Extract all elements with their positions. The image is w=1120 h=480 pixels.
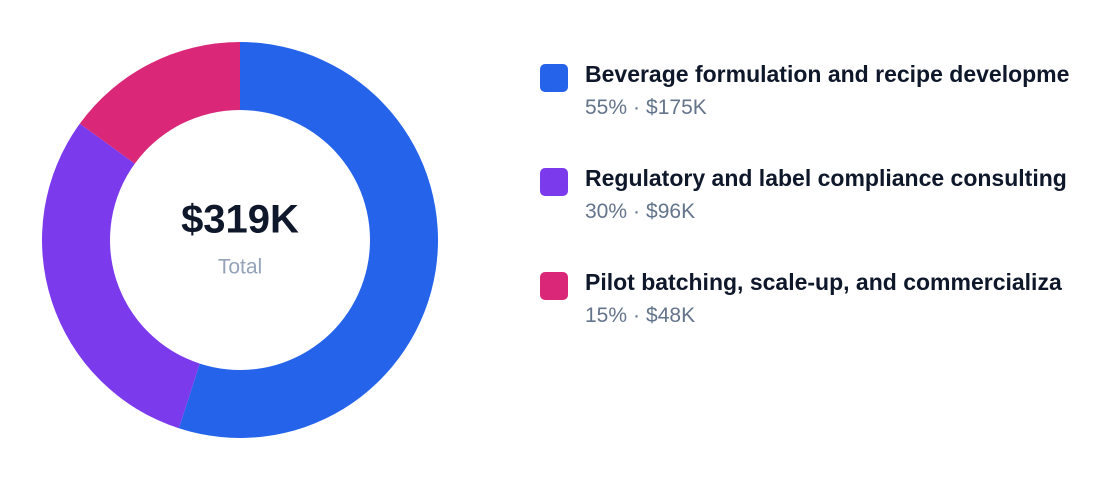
legend-amount: $175K: [646, 96, 707, 119]
legend-detail: 30% · $96K: [585, 200, 695, 223]
legend-percent: 30%: [585, 200, 627, 223]
legend-separator: ·: [633, 200, 640, 223]
legend-swatch: [540, 64, 568, 92]
legend-swatch: [540, 272, 568, 300]
legend-swatch: [540, 168, 568, 196]
donut-slice: [41, 123, 200, 429]
legend-percent: 15%: [585, 304, 627, 327]
donut-slice: [79, 42, 240, 164]
legend-percent: 55%: [585, 96, 627, 119]
legend-detail: 55% · $175K: [585, 96, 707, 119]
legend-detail: 15% · $48K: [585, 304, 695, 327]
legend-amount: $96K: [646, 200, 695, 223]
donut-slice: [178, 42, 439, 439]
legend-separator: ·: [633, 96, 640, 119]
legend-amount: $48K: [646, 304, 695, 327]
legend-separator: ·: [633, 304, 640, 327]
total-caption: Total: [218, 256, 262, 279]
legend-label: Pilot batching, scale-up, and commercial…: [585, 269, 1062, 295]
legend-label: Beverage formulation and recipe developm…: [585, 61, 1069, 87]
legend-label: Regulatory and label compliance consulti…: [585, 165, 1067, 191]
total-value: $319K: [181, 198, 299, 242]
